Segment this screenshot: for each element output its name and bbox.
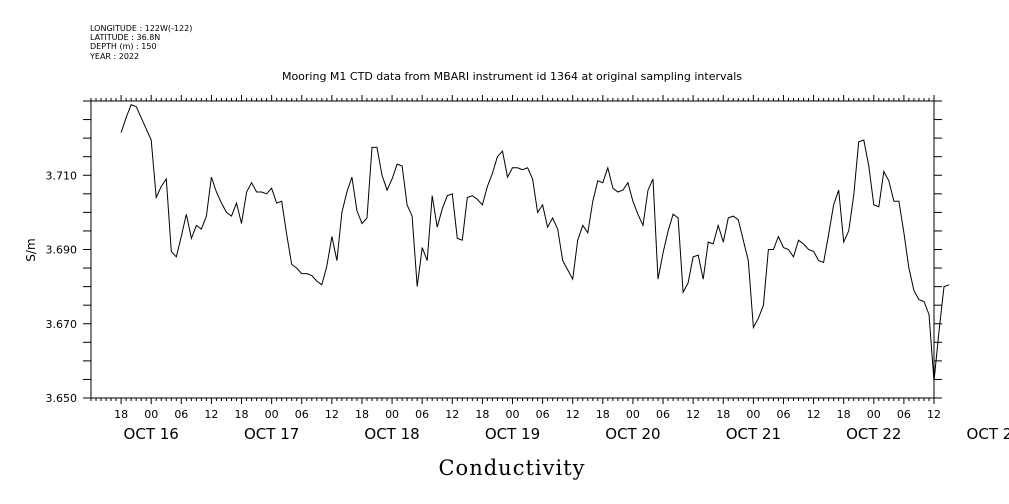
day-label: OCT 19 <box>485 425 540 443</box>
x-tick-label: 12 <box>566 408 580 421</box>
x-tick-label: 06 <box>174 408 188 421</box>
day-label: OCT 16 <box>124 425 179 443</box>
day-label: OCT 21 <box>726 425 781 443</box>
x-tick-label: 06 <box>897 408 911 421</box>
x-tick-label: 18 <box>355 408 369 421</box>
x-tick-labels: 18 00 06 12 18 00 06 12 18 00 06 12 18 00 06 12 18 00 06 12… <box>114 408 941 421</box>
x-tick-label: 18 <box>837 408 851 421</box>
axis-ticks <box>83 95 942 404</box>
x-tick-label: 18 <box>114 408 128 421</box>
x-tick-label: 18 <box>235 408 249 421</box>
x-tick-label: 00 <box>144 408 158 421</box>
x-tick-label: 00 <box>746 408 760 421</box>
metadata-block: LONGITUDE : 122W(-122) LATITUDE : 36.8N … <box>89 24 192 61</box>
x-tick-label: 00 <box>385 408 399 421</box>
x-tick-label: 12 <box>686 408 700 421</box>
day-label: OCT 22 <box>846 425 901 443</box>
x-tick-label: 12 <box>204 408 218 421</box>
y-tick-label: 3.690 <box>46 244 78 257</box>
day-labels: OCT 16 OCT 17 OCT 18 OCT 19 OCT 20 OCT 21 OCT … <box>124 425 1009 443</box>
x-tick-label: 00 <box>265 408 279 421</box>
x-tick-label: 12 <box>445 408 459 421</box>
meta-latitude: LATITUDE : 36.8N <box>90 33 160 42</box>
meta-depth: DEPTH (m) : 150 <box>90 42 157 51</box>
x-axis-label: Conductivity <box>438 456 585 480</box>
x-tick-label: 18 <box>596 408 610 421</box>
x-tick-label: 18 <box>475 408 489 421</box>
x-tick-label: 06 <box>656 408 670 421</box>
plot-frame <box>90 100 935 399</box>
x-tick-label: 00 <box>867 408 881 421</box>
x-tick-label: 12 <box>927 408 941 421</box>
x-tick-label: 18 <box>716 408 730 421</box>
x-tick-label: 06 <box>295 408 309 421</box>
y-tick-label: 3.650 <box>46 392 78 405</box>
y-tick-labels: 3.650 3.670 3.690 3.710 <box>46 169 78 405</box>
x-tick-label: 00 <box>506 408 520 421</box>
y-axis-label: S/m <box>24 238 38 261</box>
day-label: OCT 23 <box>967 425 1009 443</box>
y-tick-label: 3.710 <box>46 169 78 182</box>
x-tick-label: 12 <box>325 408 339 421</box>
day-label: OCT 17 <box>244 425 299 443</box>
chart-title: Mooring M1 CTD data from MBARI instrumen… <box>282 70 742 83</box>
x-tick-label: 06 <box>536 408 550 421</box>
x-tick-label: 06 <box>776 408 790 421</box>
meta-longitude: LONGITUDE : 122W(-122) <box>90 24 192 33</box>
x-tick-label: 06 <box>415 408 429 421</box>
conductivity-line <box>120 104 950 382</box>
y-tick-label: 3.670 <box>46 318 78 331</box>
x-tick-label: 00 <box>626 408 640 421</box>
day-label: OCT 20 <box>605 425 660 443</box>
x-tick-label: 12 <box>807 408 821 421</box>
day-label: OCT 18 <box>364 425 419 443</box>
meta-year: YEAR : 2022 <box>89 52 139 61</box>
